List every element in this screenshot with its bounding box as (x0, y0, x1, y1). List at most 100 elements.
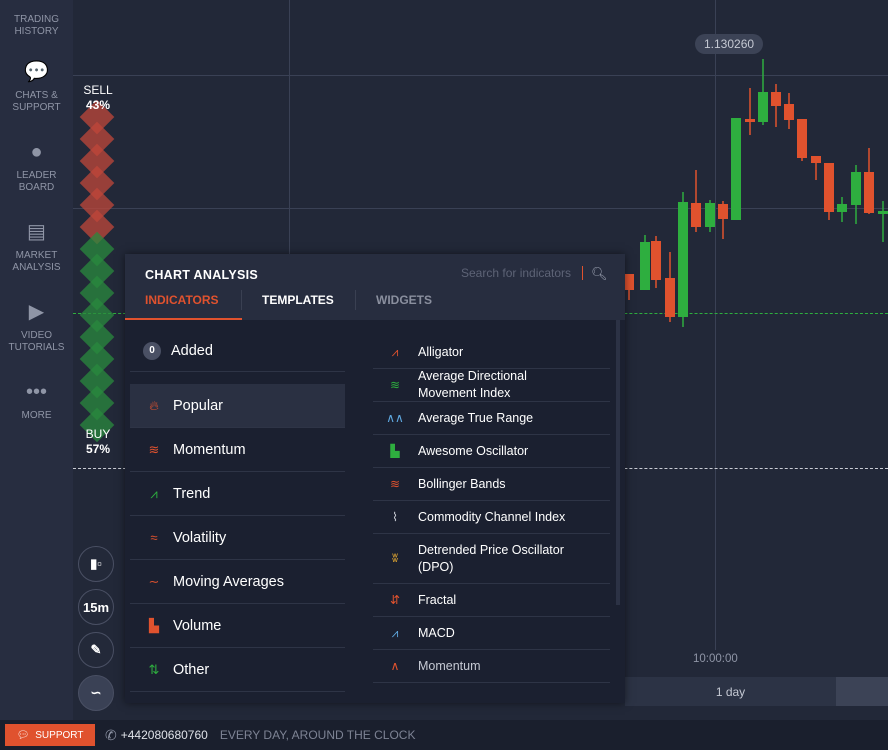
category-label: Trend (173, 485, 211, 502)
volatility-icon: ≈ (150, 530, 158, 545)
indicator-label: Detrended Price Oscillator (DPO) (418, 542, 564, 574)
trend-icon: ⩘ (150, 485, 158, 501)
drawing-tools-button[interactable]: ✎ (78, 632, 114, 668)
candle-body (784, 104, 794, 120)
phone-number: +442080680760 (120, 728, 208, 742)
indicator-label: MACD (418, 625, 455, 640)
candle-body (824, 163, 834, 212)
label: CHATS & (15, 90, 58, 101)
label: HISTORY (14, 26, 59, 37)
indicator-label: Commodity Channel Index (418, 509, 566, 524)
indicator-label: Alligator (418, 344, 464, 359)
category-trend[interactable]: ⩘ Trend (130, 472, 345, 516)
momentum-icon: ≋ (148, 441, 160, 457)
category-momentum[interactable]: ≋ Momentum (130, 428, 345, 472)
indicators-button[interactable]: ∽ (78, 675, 114, 711)
candle-body (731, 118, 741, 220)
candle-body (878, 211, 888, 214)
period-bar-end (836, 677, 888, 706)
indicator-search-input[interactable] (461, 266, 583, 280)
category-label: Volume (173, 617, 222, 634)
indicator-label: Average Directional Movement Index (418, 369, 527, 400)
category-label: Momentum (173, 441, 246, 458)
chart-analysis-panel: CHART ANALYSIS 🔍︎ INDICATORS TEMPLATES W… (125, 254, 625, 703)
bollinger-icon: ≋ (389, 476, 401, 491)
indicator-label: Momentum (418, 658, 481, 673)
category-label: Other (173, 661, 210, 678)
label: MARKET (15, 250, 58, 261)
category-label: Volatility (173, 529, 227, 546)
dpo-icon: ʬ (392, 551, 398, 565)
tab-widgets[interactable]: WIDGETS (376, 293, 432, 307)
candle-body (624, 274, 634, 290)
fire-icon: 🔥︎ (149, 397, 159, 413)
sidebar-item-more[interactable]: ••• MORE (0, 380, 73, 422)
support-chat-icon: 💬︎ (16, 729, 30, 741)
sidebar-item-video-tutorials[interactable]: ▶ VIDEO TUTORIALS (0, 300, 73, 354)
indicator-item[interactable]: ⩘ Alligator (373, 336, 610, 369)
more-icon: ••• (25, 381, 47, 403)
chat-icon: 💬 (24, 61, 49, 83)
fractal-icon: ⇵ (389, 592, 401, 607)
category-volume[interactable]: ▙ Volume (130, 604, 345, 648)
category-label: Popular (173, 397, 223, 414)
label: TUTORIALS (8, 342, 65, 353)
candle-body (851, 172, 861, 205)
indicator-item[interactable]: ∧ Momentum (373, 650, 610, 683)
indicator-item[interactable]: ≋ Average Directional Movement Index (373, 369, 610, 402)
candle-body (718, 204, 728, 219)
indicator-item[interactable]: ⌇ Commodity Channel Index (373, 501, 610, 534)
indicator-item[interactable]: ⇵ Fractal (373, 584, 610, 617)
tab-templates[interactable]: TEMPLATES (262, 293, 334, 307)
sell-percent: 43% (85, 98, 111, 112)
period-label: 1 day (715, 684, 746, 699)
candle-body (651, 241, 661, 280)
period-bar[interactable]: 1 day (625, 677, 836, 706)
price-label: 1.130260 (695, 34, 764, 54)
indicator-item[interactable]: ≋ Bollinger Bands (373, 468, 610, 501)
support-button[interactable]: 💬︎ SUPPORT (5, 724, 95, 746)
indicator-item[interactable]: ∧∧ Average True Range (373, 402, 610, 435)
alligator-icon: ⩘ (391, 344, 399, 359)
label: TRADING (14, 14, 59, 25)
candle-body (811, 156, 821, 163)
indicator-item[interactable]: ▙ Awesome Oscillator (373, 435, 610, 468)
chart-type-button[interactable]: ▮▫ (78, 546, 114, 582)
indicator-item[interactable]: ʬ Detrended Price Oscillator (DPO) (373, 534, 610, 584)
candle-body (665, 278, 675, 317)
candle-body (640, 242, 650, 290)
sidebar-item-trading-history[interactable]: TRADING HISTORY (0, 14, 73, 38)
panel-title: CHART ANALYSIS (145, 268, 259, 282)
timeframe-label: 15m (82, 599, 110, 615)
scrollbar[interactable] (616, 320, 620, 605)
timeframe-button[interactable]: 15m (78, 589, 114, 625)
indicator-item[interactable]: ⩘ MACD (373, 617, 610, 650)
candle-body (837, 204, 847, 212)
category-popular[interactable]: 🔥︎ Popular (130, 384, 345, 428)
phone-icon: ✆ (105, 726, 117, 743)
sell-label: SELL (83, 83, 113, 97)
pencil-icon: ✎ (90, 642, 102, 657)
sidebar-item-chats-support[interactable]: 💬 CHATS & SUPPORT (0, 60, 73, 114)
sidebar-item-leader-board[interactable]: ● LEADER BOARD (0, 140, 73, 194)
newspaper-icon: ▤ (27, 221, 46, 243)
label: LEADER (16, 170, 57, 181)
search-icon[interactable]: 🔍︎ (591, 266, 608, 281)
category-other[interactable]: ⇅ Other (130, 648, 345, 692)
category-added[interactable]: 0 Added (130, 330, 345, 372)
label: SUPPORT (12, 102, 61, 113)
tab-indicators[interactable]: INDICATORS (145, 293, 219, 307)
sentiment-labels: SELL 43% BUY 57% (78, 83, 118, 457)
sidebar: TRADING HISTORY 💬 CHATS & SUPPORT ● LEADER BO… (0, 0, 73, 720)
macd-icon: ⩘ (391, 625, 399, 640)
label: VIDEO (20, 330, 53, 341)
candle-body (705, 203, 715, 227)
category-moving-averages[interactable]: ∼ Moving Averages (130, 560, 345, 604)
sidebar-item-market-analysis[interactable]: ▤ MARKET ANALYSIS (0, 220, 73, 274)
category-volatility[interactable]: ≈ Volatility (130, 516, 345, 560)
active-tab-underline (125, 318, 242, 320)
label: ANALYSIS (12, 262, 61, 273)
indicator-label: Average True Range (418, 410, 534, 425)
support-label: SUPPORT (35, 729, 84, 741)
label: BOARD (18, 182, 55, 193)
